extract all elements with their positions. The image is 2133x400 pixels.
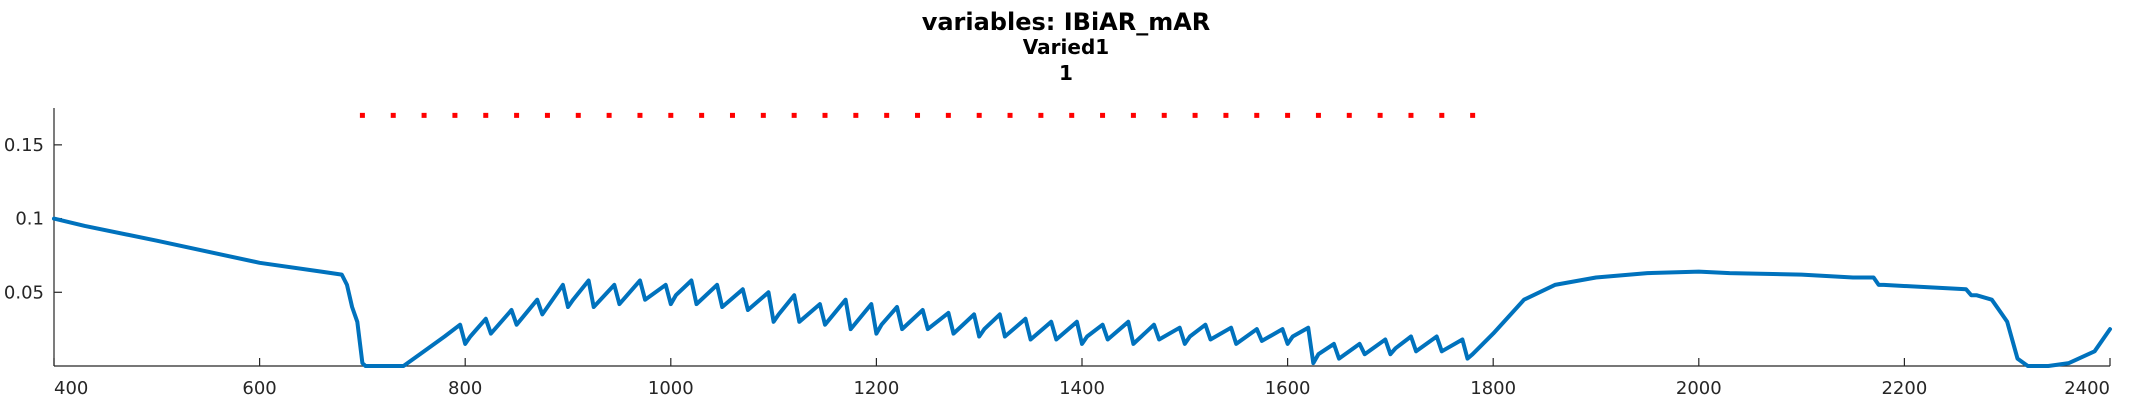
series-line-1	[52, 216, 2112, 368]
marker-point	[1377, 112, 1383, 118]
y-tick-label: 0.1	[15, 209, 44, 230]
x-tick-label: 1000	[648, 378, 694, 399]
x-tick-label: 1400	[1059, 378, 1105, 399]
x-tick-label: 400	[54, 378, 88, 399]
marker-point	[945, 112, 951, 118]
marker-point	[976, 112, 982, 118]
marker-point	[359, 112, 365, 118]
marker-point	[699, 112, 705, 118]
marker-point	[1007, 112, 1013, 118]
x-tick-label: 1800	[1470, 378, 1516, 399]
marker-point	[760, 112, 766, 118]
x-tick-label: 2000	[1676, 378, 1722, 399]
marker-point	[1408, 112, 1414, 118]
y-tick-label: 0.05	[4, 282, 44, 303]
marker-point	[1254, 112, 1260, 118]
marker-point	[884, 112, 890, 118]
marker-point	[575, 112, 581, 118]
marker-point	[1439, 112, 1445, 118]
marker-point	[1470, 112, 1476, 118]
marker-point	[1192, 112, 1198, 118]
marker-point	[1223, 112, 1229, 118]
plot-area	[52, 112, 2112, 368]
marker-point	[452, 112, 458, 118]
marker-point	[1285, 112, 1291, 118]
x-tick-label: 2200	[1881, 378, 1927, 399]
marker-point	[915, 112, 921, 118]
marker-point	[791, 112, 797, 118]
chart-title: variables: IBiAR_mAR Varied1 1	[922, 8, 1211, 85]
x-axis-ticks: 400 600 800 1000 1200 1400 1600 1800 2000 2200 240…	[53, 358, 2111, 399]
x-tick-label: 800	[448, 378, 482, 399]
x-tick-label: 2400	[2064, 378, 2110, 399]
marker-point	[1130, 112, 1136, 118]
marker-point	[1069, 112, 1075, 118]
marker-point	[822, 112, 828, 118]
marker-point	[853, 112, 859, 118]
marker-point	[544, 112, 550, 118]
marker-point	[1315, 112, 1321, 118]
marker-point	[390, 112, 396, 118]
x-tick-label: 1600	[1265, 378, 1311, 399]
marker-point	[729, 112, 735, 118]
y-axis-ticks: 0.05 0.1 0.15	[4, 135, 62, 303]
x-tick-label: 600	[242, 378, 276, 399]
marker-point	[637, 112, 643, 118]
axes	[53, 108, 2110, 367]
x-tick-label: 1200	[853, 378, 899, 399]
marker-point	[606, 112, 612, 118]
y-tick-label: 0.15	[4, 135, 44, 156]
marker-point	[514, 112, 520, 118]
marker-point	[1038, 112, 1044, 118]
title-line-3: 1	[1059, 61, 1073, 85]
marker-point	[1161, 112, 1167, 118]
marker-point	[483, 112, 489, 118]
title-line-1: variables: IBiAR_mAR	[922, 8, 1211, 36]
marker-series	[359, 112, 1476, 118]
marker-point	[1346, 112, 1352, 118]
marker-point	[421, 112, 427, 118]
title-line-2: Varied1	[1023, 35, 1109, 59]
marker-point	[668, 112, 674, 118]
marker-point	[1100, 112, 1106, 118]
